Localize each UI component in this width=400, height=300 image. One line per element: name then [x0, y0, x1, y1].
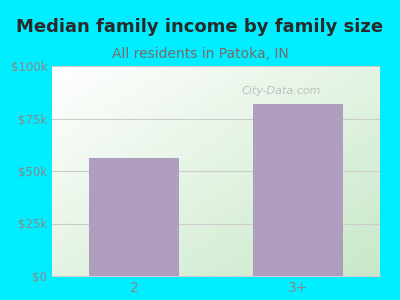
Bar — [89, 158, 179, 276]
Bar — [253, 104, 343, 276]
Text: All residents in Patoka, IN: All residents in Patoka, IN — [112, 46, 288, 61]
Text: Median family income by family size: Median family income by family size — [16, 18, 384, 36]
Text: City-Data.com: City-Data.com — [242, 86, 321, 96]
